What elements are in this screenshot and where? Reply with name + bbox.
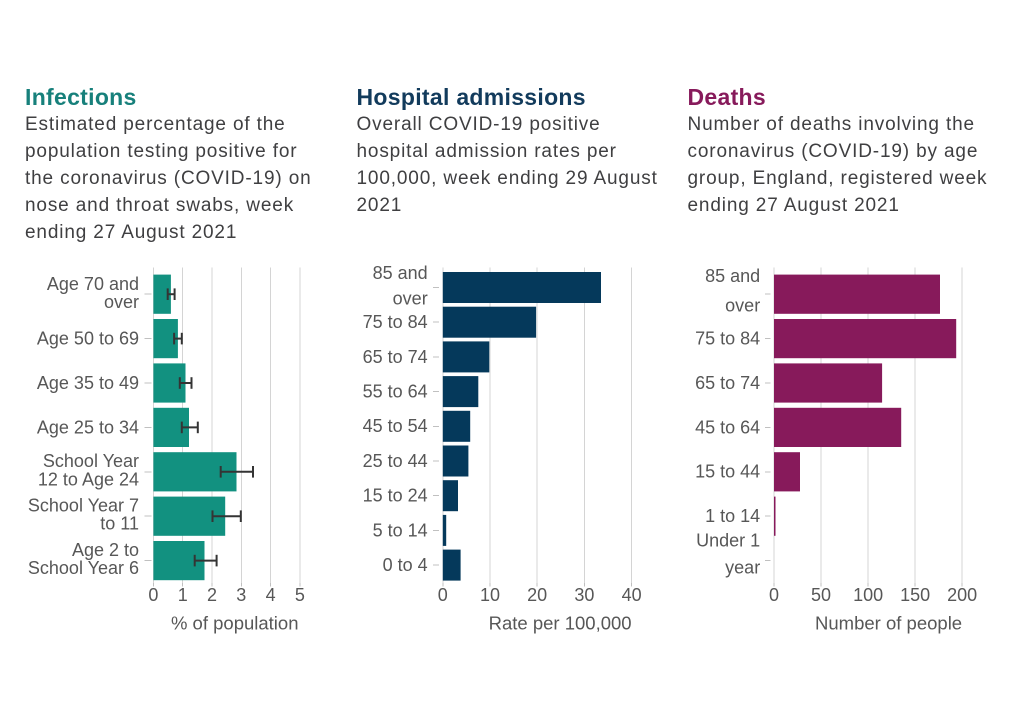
svg-text:1 to 14: 1 to 14 [705,506,760,526]
svg-text:3: 3 [236,585,246,605]
svg-text:over: over [104,292,139,312]
svg-text:55 to 64: 55 to 64 [363,382,428,402]
svg-text:Age 25 to 34: Age 25 to 34 [37,417,139,437]
svg-text:85 and: 85 and [373,263,428,283]
svg-text:150: 150 [900,585,930,605]
svg-text:100: 100 [853,585,883,605]
svg-text:85 and: 85 and [705,266,760,286]
svg-text:4: 4 [266,585,276,605]
svg-text:0 to 4: 0 to 4 [383,555,428,575]
svg-text:School Year: School Year [43,451,139,471]
svg-text:Age 50 to 69: Age 50 to 69 [37,329,139,349]
svg-text:75 to 84: 75 to 84 [363,312,428,332]
svg-text:Age 70 and: Age 70 and [47,274,139,294]
svg-text:40: 40 [622,585,642,605]
svg-text:Age 2 to: Age 2 to [72,540,139,560]
svg-text:65 to 74: 65 to 74 [695,373,760,393]
svg-text:over: over [725,296,760,316]
svg-text:% of population: % of population [171,613,299,634]
svg-text:30: 30 [574,585,594,605]
svg-text:25 to 44: 25 to 44 [363,451,428,471]
svg-text:Number of people: Number of people [815,613,962,634]
svg-text:12 to Age 24: 12 to Age 24 [38,469,139,489]
svg-text:5: 5 [295,585,305,605]
svg-text:School Year 7: School Year 7 [28,496,139,516]
svg-text:Rate per 100,000: Rate per 100,000 [489,613,632,634]
svg-text:year: year [725,558,760,578]
svg-text:Age 35 to 49: Age 35 to 49 [37,373,139,393]
svg-text:45 to 54: 45 to 54 [363,416,428,436]
svg-text:2: 2 [207,585,217,605]
svg-text:1: 1 [178,585,188,605]
svg-text:75 to 84: 75 to 84 [695,329,760,349]
svg-text:0: 0 [148,585,158,605]
svg-text:0: 0 [769,585,779,605]
svg-text:50: 50 [811,585,831,605]
svg-text:45 to 64: 45 to 64 [695,417,760,437]
svg-text:Under 1: Under 1 [696,531,760,551]
svg-text:5 to 14: 5 to 14 [373,520,428,540]
svg-text:10: 10 [480,585,500,605]
svg-text:School Year 6: School Year 6 [28,558,139,578]
svg-text:65 to 74: 65 to 74 [363,347,428,367]
svg-text:15 to 24: 15 to 24 [363,486,428,506]
svg-text:20: 20 [527,585,547,605]
svg-text:15 to 44: 15 to 44 [695,462,760,482]
svg-text:over: over [393,288,428,308]
svg-text:200: 200 [947,585,977,605]
svg-text:0: 0 [438,585,448,605]
svg-text:to 11: to 11 [100,514,139,534]
